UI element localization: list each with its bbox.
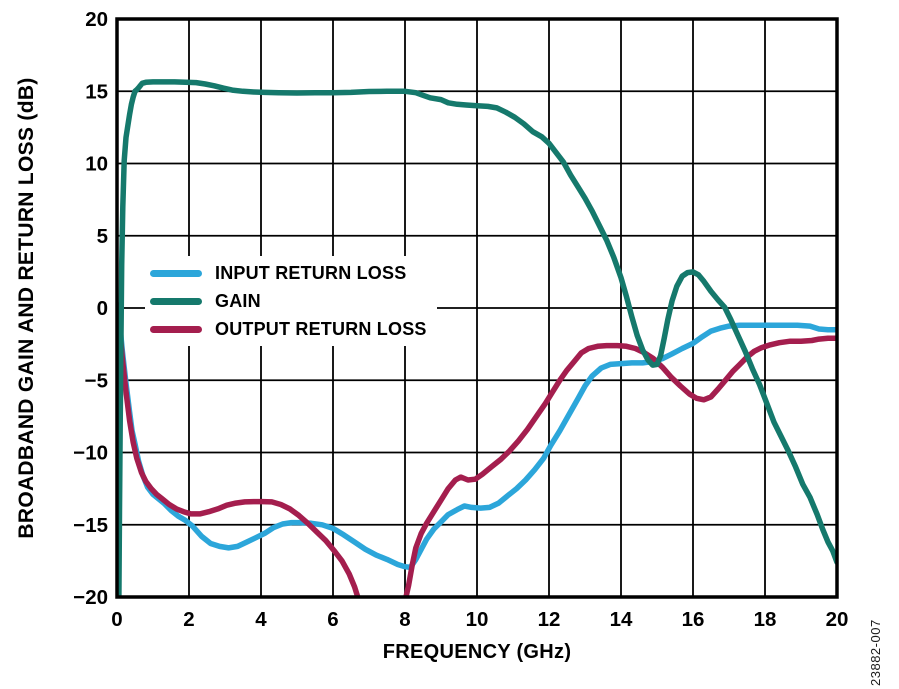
plot-frame <box>115 17 839 599</box>
x-tick-label: 12 <box>538 608 561 631</box>
y-tick-label: 5 <box>97 225 108 248</box>
y-axis-title: BROADBAND GAIN AND RETURN LOSS (dB) <box>15 77 38 539</box>
curve-gain <box>116 79 838 598</box>
legend: INPUT RETURN LOSS GAIN OUTPUT RETURN LOSS <box>145 256 437 346</box>
legend-item: GAIN <box>150 287 427 315</box>
figure-number-watermark: 23882-007 <box>868 619 883 686</box>
legend-swatch-input-return-loss <box>150 269 202 277</box>
x-tick-label: 6 <box>327 608 338 631</box>
legend-label: GAIN <box>215 290 261 311</box>
y-tick-label: 15 <box>85 80 108 103</box>
x-tick-label: 20 <box>826 608 849 631</box>
x-axis-title: FREQUENCY (GHz) <box>382 641 572 663</box>
x-tick-label: 18 <box>754 608 777 631</box>
x-tick-label: 0 <box>111 608 122 631</box>
y-tick-label: −5 <box>85 369 108 392</box>
x-tick-label: 16 <box>682 608 705 631</box>
legend-item: INPUT RETURN LOSS <box>150 259 427 287</box>
legend-item: OUTPUT RETURN LOSS <box>150 315 427 343</box>
y-tick-label: −20 <box>73 586 108 609</box>
y-tick-label: −10 <box>73 442 108 465</box>
x-tick-label: 4 <box>255 608 267 631</box>
legend-swatch-output-return-loss <box>150 325 202 333</box>
y-tick-label: 0 <box>97 297 108 320</box>
legend-swatch-gain <box>150 297 202 305</box>
y-tick-label: 10 <box>85 153 108 176</box>
x-tick-label: 14 <box>610 608 633 631</box>
series-group <box>116 79 838 598</box>
y-tick-label: −15 <box>73 514 108 537</box>
legend-label: INPUT RETURN LOSS <box>215 262 407 283</box>
x-tick-label: 8 <box>399 608 410 631</box>
curve-input-return-loss <box>116 302 838 571</box>
y-tick-label: 20 <box>85 8 108 31</box>
legend-label: OUTPUT RETURN LOSS <box>215 318 427 339</box>
curve-output-return-loss <box>116 302 838 598</box>
x-tick-label: 2 <box>183 608 194 631</box>
x-tick-label: 10 <box>466 608 489 631</box>
